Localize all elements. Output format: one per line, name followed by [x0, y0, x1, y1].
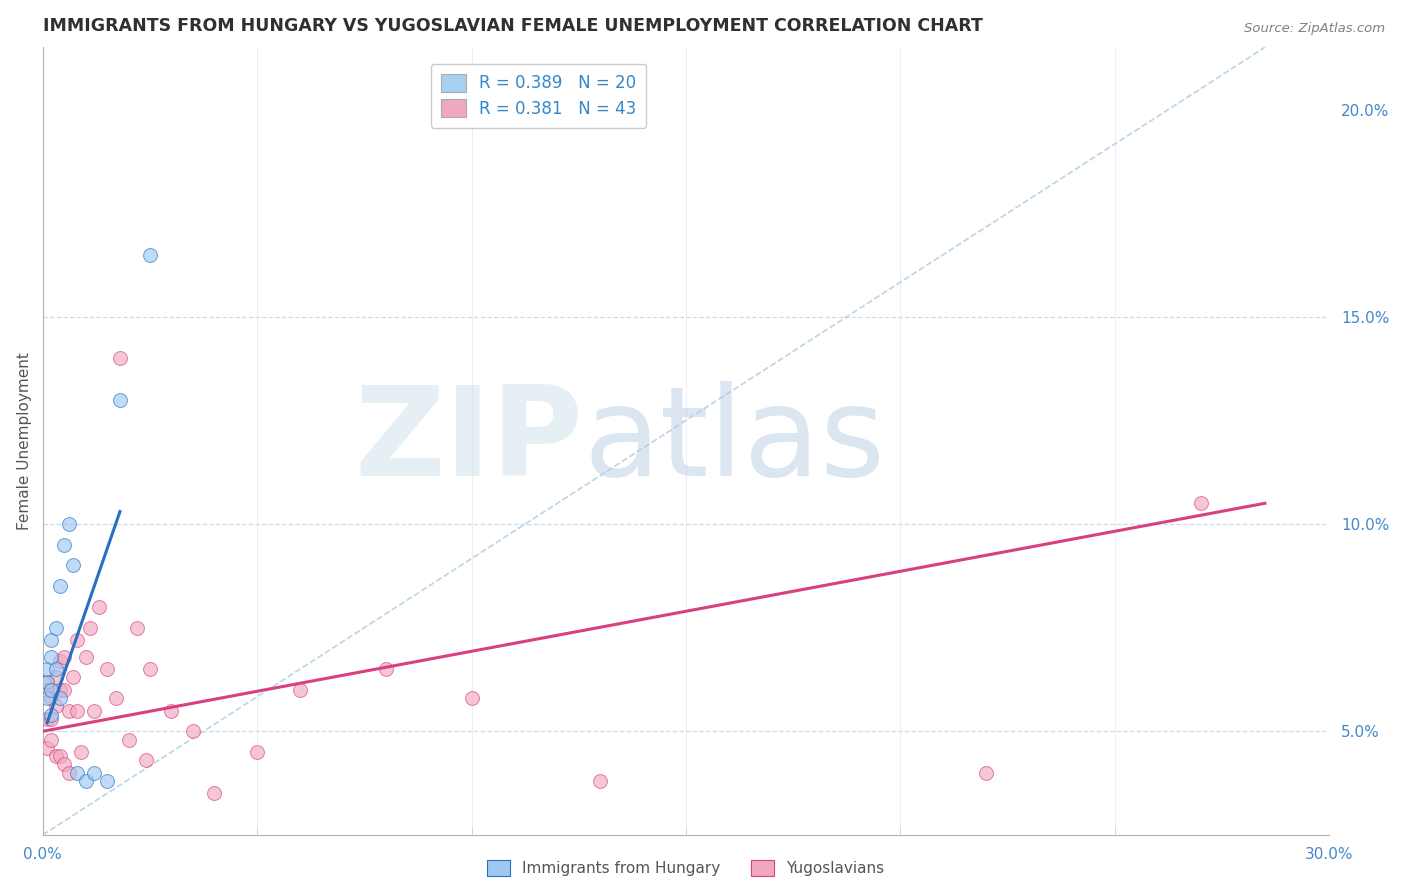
Point: [45, 699, 67, 714]
Point: [35, 674, 58, 689]
Point: [139, 662, 162, 676]
Point: [160, 704, 183, 718]
Point: [83, 765, 105, 780]
Point: [246, 745, 269, 759]
Point: [108, 351, 131, 366]
Text: IMMIGRANTS FROM HUNGARY VS YUGOSLAVIAN FEMALE UNEMPLOYMENT CORRELATION CHART: IMMIGRANTS FROM HUNGARY VS YUGOSLAVIAN F…: [42, 17, 983, 35]
Point: [66, 704, 89, 718]
Legend: Immigrants from Hungary, Yugoslavians: Immigrants from Hungary, Yugoslavians: [481, 855, 890, 882]
Point: [460, 691, 482, 706]
Point: [374, 662, 396, 676]
Point: [49, 682, 72, 697]
Point: [35, 682, 58, 697]
Point: [53, 757, 76, 772]
Text: Source: ZipAtlas.com: Source: ZipAtlas.com: [1244, 22, 1385, 36]
Point: [49, 691, 72, 706]
Point: [135, 753, 157, 767]
Point: [53, 682, 76, 697]
Text: ZIP: ZIP: [354, 381, 583, 501]
Y-axis label: Female Unemployment: Female Unemployment: [17, 352, 32, 530]
Point: [53, 649, 76, 664]
Point: [41, 682, 63, 697]
Point: [35, 674, 58, 689]
Point: [41, 649, 63, 664]
Point: [41, 712, 63, 726]
Point: [1189, 496, 1212, 510]
Point: [83, 704, 105, 718]
Point: [41, 707, 63, 722]
Point: [53, 538, 76, 552]
Point: [75, 649, 97, 664]
Point: [589, 774, 612, 789]
Point: [75, 774, 97, 789]
Point: [58, 704, 80, 718]
Point: [58, 516, 80, 531]
Point: [35, 691, 58, 706]
Point: [35, 740, 58, 755]
Point: [35, 712, 58, 726]
Point: [117, 732, 139, 747]
Point: [41, 732, 63, 747]
Point: [49, 579, 72, 593]
Point: [45, 749, 67, 764]
Point: [974, 765, 997, 780]
Point: [35, 662, 58, 676]
Point: [62, 558, 84, 573]
Point: [62, 670, 84, 684]
Point: [96, 662, 118, 676]
Point: [49, 749, 72, 764]
Point: [181, 724, 204, 739]
Point: [41, 691, 63, 706]
Point: [45, 670, 67, 684]
Point: [108, 392, 131, 407]
Point: [45, 662, 67, 676]
Point: [66, 633, 89, 648]
Text: atlas: atlas: [583, 381, 886, 501]
Point: [79, 621, 101, 635]
Point: [96, 774, 118, 789]
Point: [87, 599, 110, 614]
Point: [49, 654, 72, 668]
Point: [58, 765, 80, 780]
Point: [45, 621, 67, 635]
Point: [288, 682, 311, 697]
Point: [139, 247, 162, 261]
Point: [41, 633, 63, 648]
Point: [127, 621, 149, 635]
Point: [202, 787, 225, 801]
Point: [70, 745, 93, 759]
Point: [66, 765, 89, 780]
Point: [104, 691, 127, 706]
